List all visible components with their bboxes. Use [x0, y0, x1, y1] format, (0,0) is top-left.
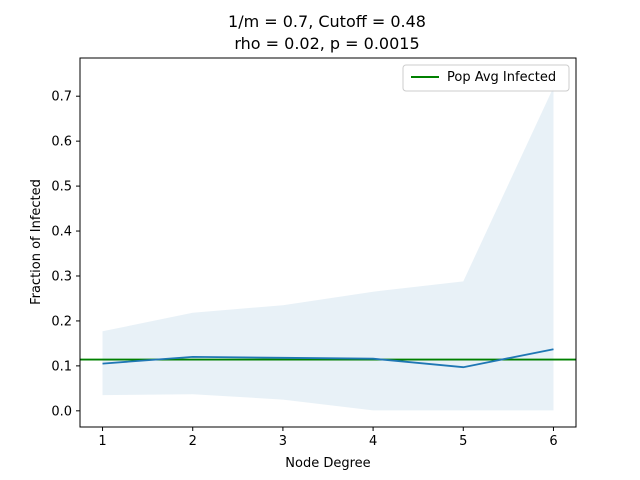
x-tick-label: 4: [369, 434, 377, 449]
x-tick-label: 2: [189, 434, 197, 449]
legend-label-pop-avg: Pop Avg Infected: [447, 70, 556, 85]
y-tick-label: 0.0: [51, 404, 72, 419]
plot-area: [80, 87, 576, 411]
chart-title-line2: rho = 0.02, p = 0.0015: [234, 34, 419, 53]
confidence-band: [102, 87, 554, 411]
y-tick-label: 0.7: [51, 90, 72, 105]
series-line-0: [102, 348, 554, 369]
legend-box: [402, 64, 570, 92]
x-axis: 1 2 3 4 5 6: [98, 427, 558, 449]
y-tick-label: 0.1: [51, 359, 72, 374]
x-tick-label: 1: [98, 434, 106, 449]
y-tick-label: 0.2: [51, 314, 72, 329]
y-axis-label: Fraction of Infected: [29, 179, 44, 305]
y-axis: 0.0 0.1 0.2 0.3 0.4 0.5 0.6 0.7: [51, 90, 80, 419]
chart-title-line1: 1/m = 0.7, Cutoff = 0.48: [228, 12, 426, 31]
legend: Pop Avg Infected: [402, 64, 570, 92]
y-tick-label: 0.3: [51, 269, 72, 284]
y-tick-label: 0.6: [51, 135, 72, 150]
y-tick-label: 0.4: [51, 225, 72, 240]
x-tick-label: 6: [549, 434, 557, 449]
x-tick-label: 3: [279, 434, 287, 449]
x-axis-label: Node Degree: [285, 456, 370, 471]
plot-frame: [79, 57, 577, 428]
y-tick-label: 0.5: [51, 180, 72, 195]
x-tick-label: 5: [459, 434, 467, 449]
